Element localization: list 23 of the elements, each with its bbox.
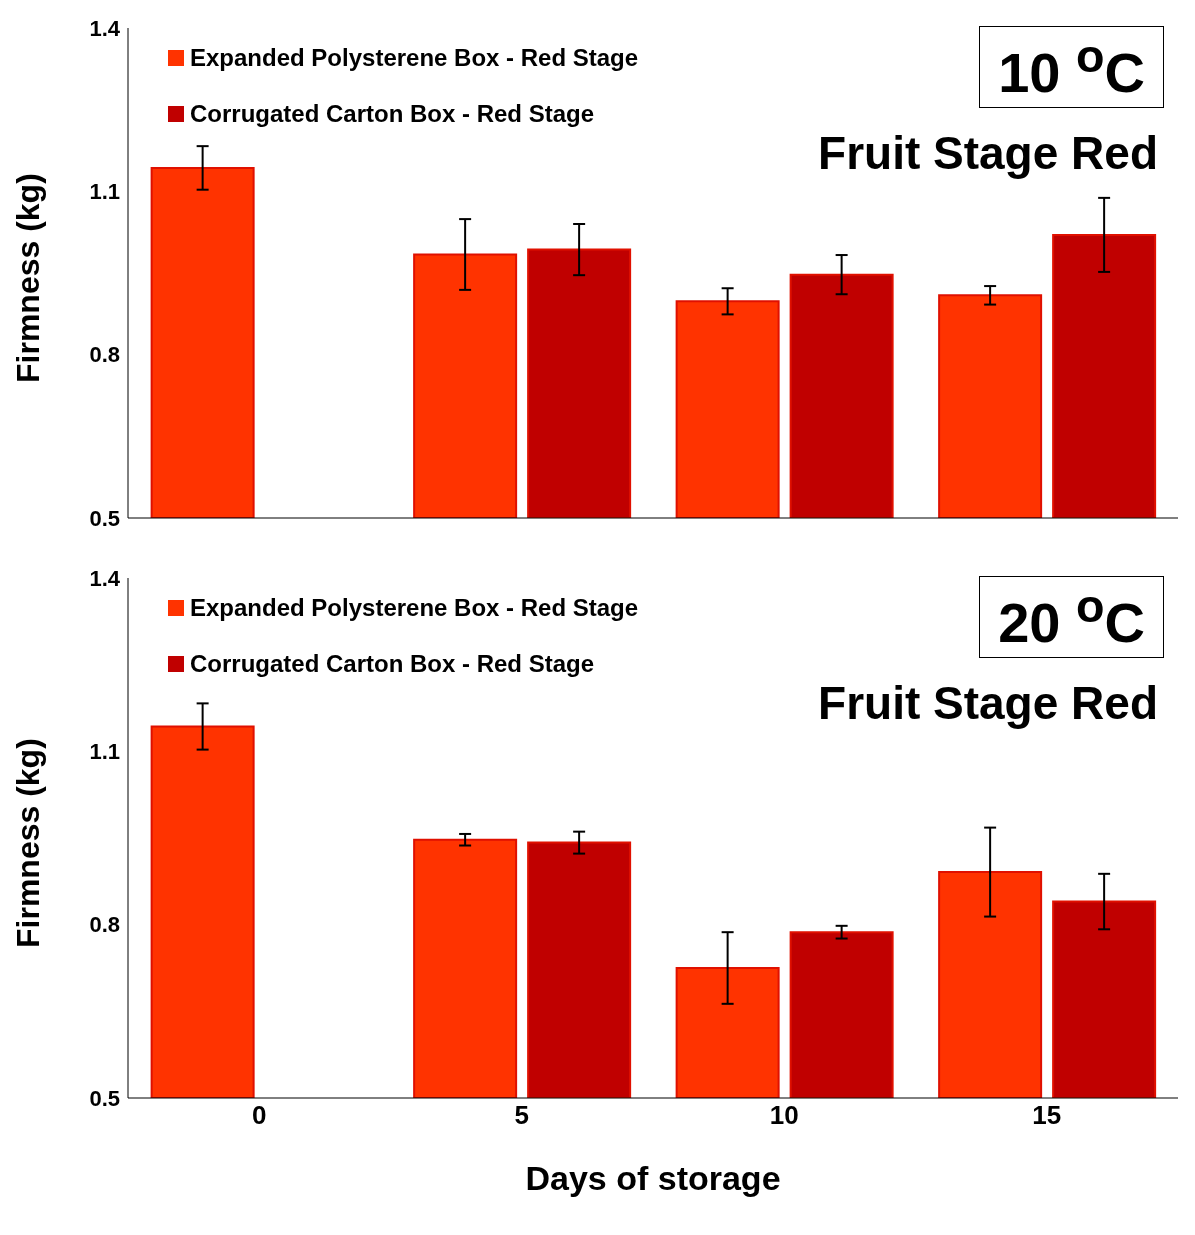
y-tick-label: 1.1 bbox=[89, 179, 120, 205]
x-tick-label: 15 bbox=[1032, 1100, 1062, 1131]
y-tick-label: 1.4 bbox=[89, 565, 121, 591]
x-axis-title: Days of storage bbox=[525, 1159, 781, 1197]
temperature-box: 20 $^{o}$C bbox=[979, 576, 1164, 658]
legend-label: Expanded Polysterene Box - Red Stage bbox=[190, 594, 639, 622]
y-tick-label: 0.8 bbox=[89, 342, 120, 368]
y-tick-label: 1.4 bbox=[89, 15, 121, 41]
y-axis-title: Firmness (kg) bbox=[10, 173, 47, 383]
y-axis-title: Firmness (kg) bbox=[10, 738, 47, 948]
x-tick-label: 0 bbox=[252, 1100, 267, 1131]
y-tick-label: 0.5 bbox=[89, 1085, 120, 1111]
legend-label: Expanded Polysterene Box - Red Stage bbox=[190, 44, 639, 72]
x-tick-label: 10 bbox=[769, 1100, 799, 1131]
annotation: Fruit Stage Red bbox=[818, 676, 1158, 730]
legend-label: Corrugated Carton Box - Red Stage bbox=[190, 100, 595, 128]
annotation: Fruit Stage Red bbox=[818, 126, 1158, 180]
y-tick-label: 0.8 bbox=[89, 912, 120, 938]
y-tick-label: 0.5 bbox=[89, 505, 120, 531]
legend-label: Corrugated Carton Box - Red Stage bbox=[190, 650, 595, 678]
temperature-box: 10 $^{o}$C bbox=[979, 26, 1164, 108]
y-tick-label: 1.1 bbox=[89, 739, 120, 765]
x-tick-label: 5 bbox=[514, 1100, 529, 1131]
